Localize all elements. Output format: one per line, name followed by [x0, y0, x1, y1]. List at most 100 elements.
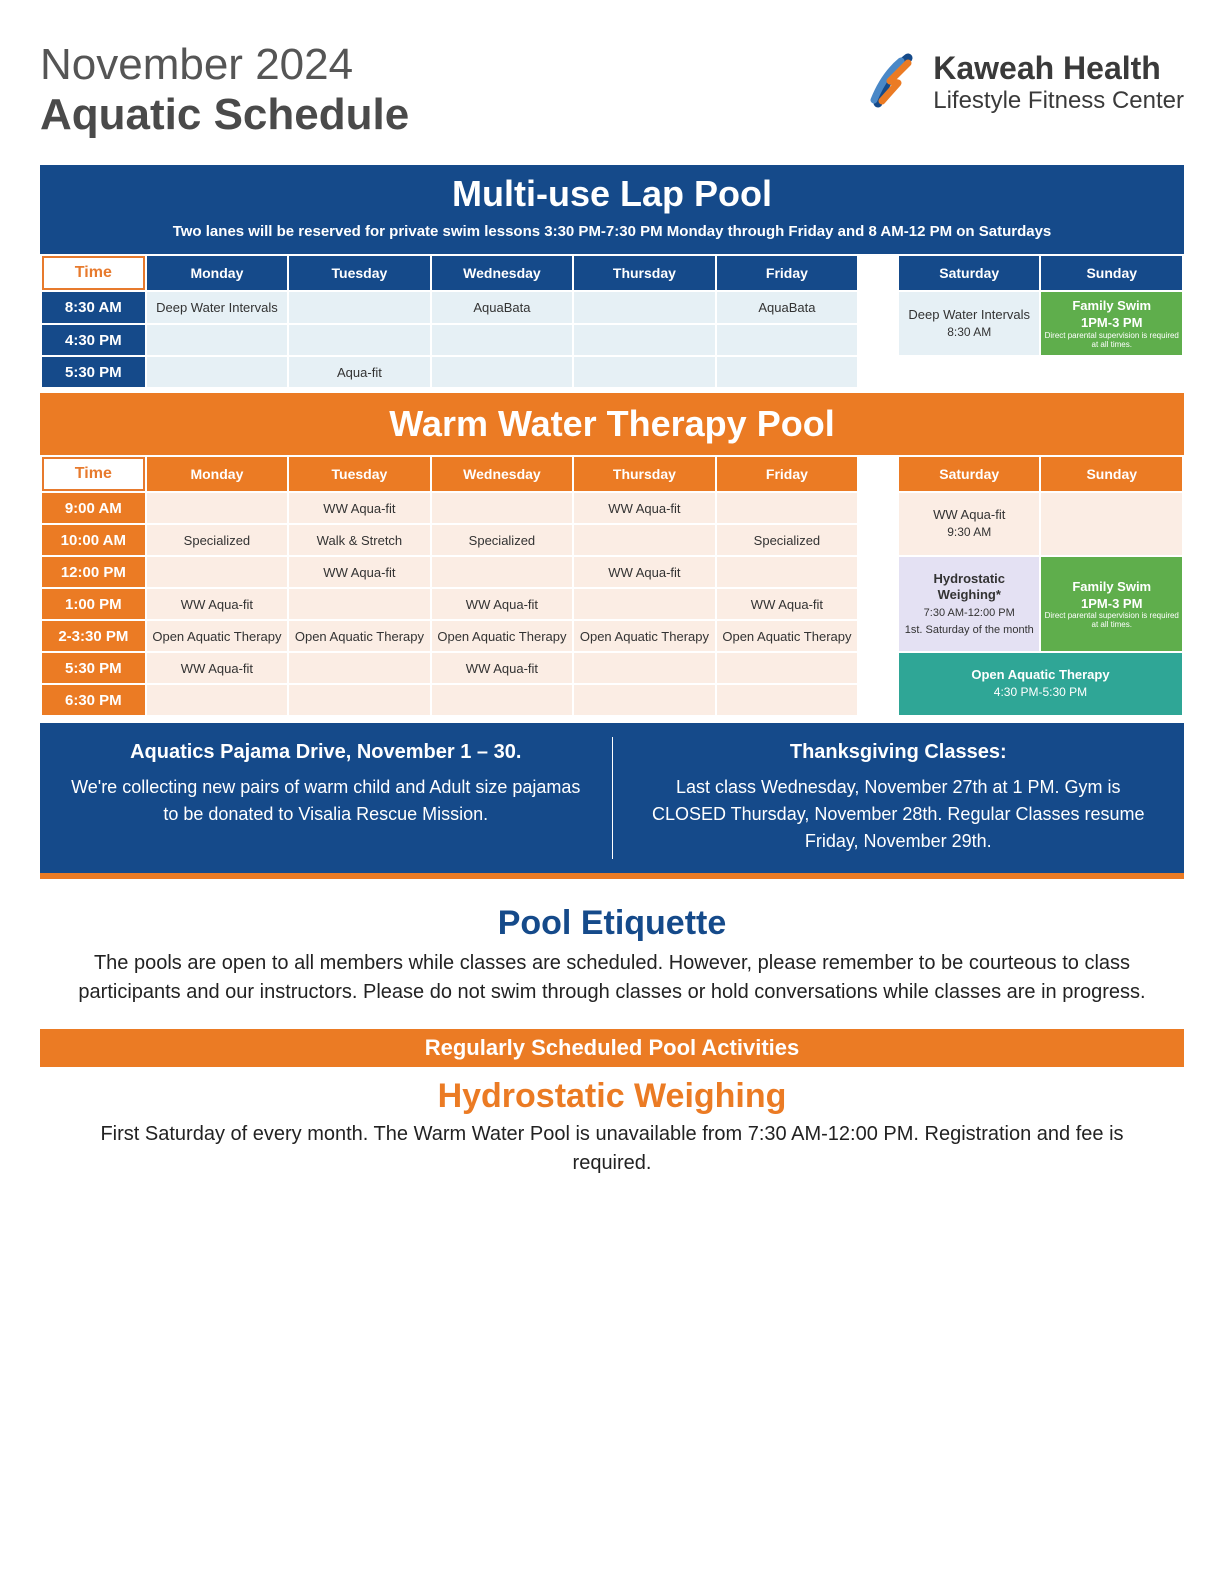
logo-icon [868, 53, 923, 113]
family-swim: Family Swim 1PM-3 PM Direct parental sup… [1041, 292, 1182, 355]
etiquette-body: The pools are open to all members while … [40, 949, 1184, 1007]
notice-body: Last class Wednesday, November 27th at 1… [643, 774, 1155, 855]
sat-block: Deep Water Intervals 8:30 AM [899, 292, 1040, 355]
day-tue: Tuesday [289, 256, 430, 290]
title-month: November 2024 [40, 40, 409, 90]
slot [717, 685, 858, 715]
slot [432, 325, 573, 356]
day-sun: Sunday [1041, 256, 1182, 290]
slot: WW Aqua-fit [574, 493, 715, 523]
lap-title: Multi-use Lap Pool [40, 165, 1184, 219]
slot: AquaBata [717, 292, 858, 323]
title-main: Aquatic Schedule [40, 90, 409, 140]
slot [717, 493, 858, 523]
slot: AquaBata [432, 292, 573, 323]
time: 2-3:30 PM [42, 621, 145, 651]
slot [289, 325, 430, 356]
slot: Open Aquatic Therapy [717, 621, 858, 651]
slot [147, 493, 288, 523]
slot: WW Aqua-fit [147, 589, 288, 619]
slot [574, 685, 715, 715]
slot: Deep Water Intervals [147, 292, 288, 323]
time: 4:30 PM-5:30 PM [994, 685, 1087, 699]
logo: Kaweah Health Lifestyle Fitness Center [868, 50, 1184, 115]
day-wed: Wednesday [432, 457, 573, 491]
slot: Walk & Stretch [289, 525, 430, 555]
sat-aquafit: WW Aqua-fit 9:30 AM [899, 493, 1040, 555]
sat-label: Deep Water Intervals [908, 307, 1030, 322]
time: 1PM-3 PM [1081, 596, 1142, 611]
etiquette-title: Pool Etiquette [40, 904, 1184, 943]
sat-time: 8:30 AM [947, 325, 991, 339]
slot [289, 653, 430, 683]
day-thu: Thursday [574, 256, 715, 290]
day-sat: Saturday [899, 457, 1040, 491]
open-aquatic: Open Aquatic Therapy 4:30 PM-5:30 PM [899, 653, 1182, 715]
logo-text: Kaweah Health Lifestyle Fitness Center [933, 50, 1184, 115]
time: 6:30 PM [42, 685, 145, 715]
slot [432, 357, 573, 387]
slot: WW Aqua-fit [147, 653, 288, 683]
day-tue: Tuesday [289, 457, 430, 491]
label: Hydrostatic Weighing* [933, 571, 1005, 603]
slot: Specialized [432, 525, 573, 555]
notice-right: Thanksgiving Classes: Last class Wednesd… [612, 737, 1185, 859]
hydro-title: Hydrostatic Weighing [40, 1077, 1184, 1116]
spacer [1041, 357, 1182, 387]
spacer [859, 457, 897, 491]
slot [432, 685, 573, 715]
slot: Open Aquatic Therapy [289, 621, 430, 651]
slot [432, 557, 573, 587]
slot: WW Aqua-fit [432, 589, 573, 619]
slot: Open Aquatic Therapy [432, 621, 573, 651]
slot [574, 292, 715, 323]
day-fri: Friday [717, 457, 858, 491]
title-block: November 2024 Aquatic Schedule [40, 40, 409, 140]
slot: WW Aqua-fit [717, 589, 858, 619]
note: 1st. Saturday of the month [905, 624, 1034, 636]
spacer [899, 357, 1040, 387]
slot [147, 325, 288, 356]
notice-title: Thanksgiving Classes: [643, 741, 1155, 764]
time: 7:30 AM-12:00 PM [924, 607, 1015, 619]
fs-time: 1PM-3 PM [1081, 315, 1142, 330]
slot [574, 357, 715, 387]
etiquette: Pool Etiquette The pools are open to all… [40, 904, 1184, 1007]
slot [147, 357, 288, 387]
day-sat: Saturday [899, 256, 1040, 290]
day-mon: Monday [147, 256, 288, 290]
slot [574, 589, 715, 619]
header: November 2024 Aquatic Schedule Kaweah He… [40, 40, 1184, 140]
activities-bar: Regularly Scheduled Pool Activities [40, 1029, 1184, 1067]
slot [432, 493, 573, 523]
time: 8:30 AM [42, 292, 145, 323]
slot [574, 325, 715, 356]
logo-line1: Kaweah Health [933, 50, 1184, 87]
slot [289, 589, 430, 619]
time: 5:30 PM [42, 653, 145, 683]
slot [289, 292, 430, 323]
notice-left: Aquatics Pajama Drive, November 1 – 30. … [40, 723, 612, 873]
slot: Aqua-fit [289, 357, 430, 387]
fs-label: Family Swim [1072, 298, 1151, 313]
slot: WW Aqua-fit [289, 493, 430, 523]
day-mon: Monday [147, 457, 288, 491]
orange-rule [40, 873, 1184, 879]
slot: Specialized [717, 525, 858, 555]
day-sun: Sunday [1041, 457, 1182, 491]
time-header: Time [42, 256, 145, 290]
time: 4:30 PM [42, 325, 145, 356]
time: 12:00 PM [42, 557, 145, 587]
day-thu: Thursday [574, 457, 715, 491]
spacer [859, 493, 897, 715]
slot: Specialized [147, 525, 288, 555]
slot: Open Aquatic Therapy [574, 621, 715, 651]
hydro-body: First Saturday of every month. The Warm … [40, 1116, 1184, 1178]
label: Family Swim [1072, 579, 1151, 594]
time: 1:00 PM [42, 589, 145, 619]
slot [717, 653, 858, 683]
slot: Open Aquatic Therapy [147, 621, 288, 651]
slot [717, 325, 858, 356]
slot [717, 557, 858, 587]
slot [574, 525, 715, 555]
